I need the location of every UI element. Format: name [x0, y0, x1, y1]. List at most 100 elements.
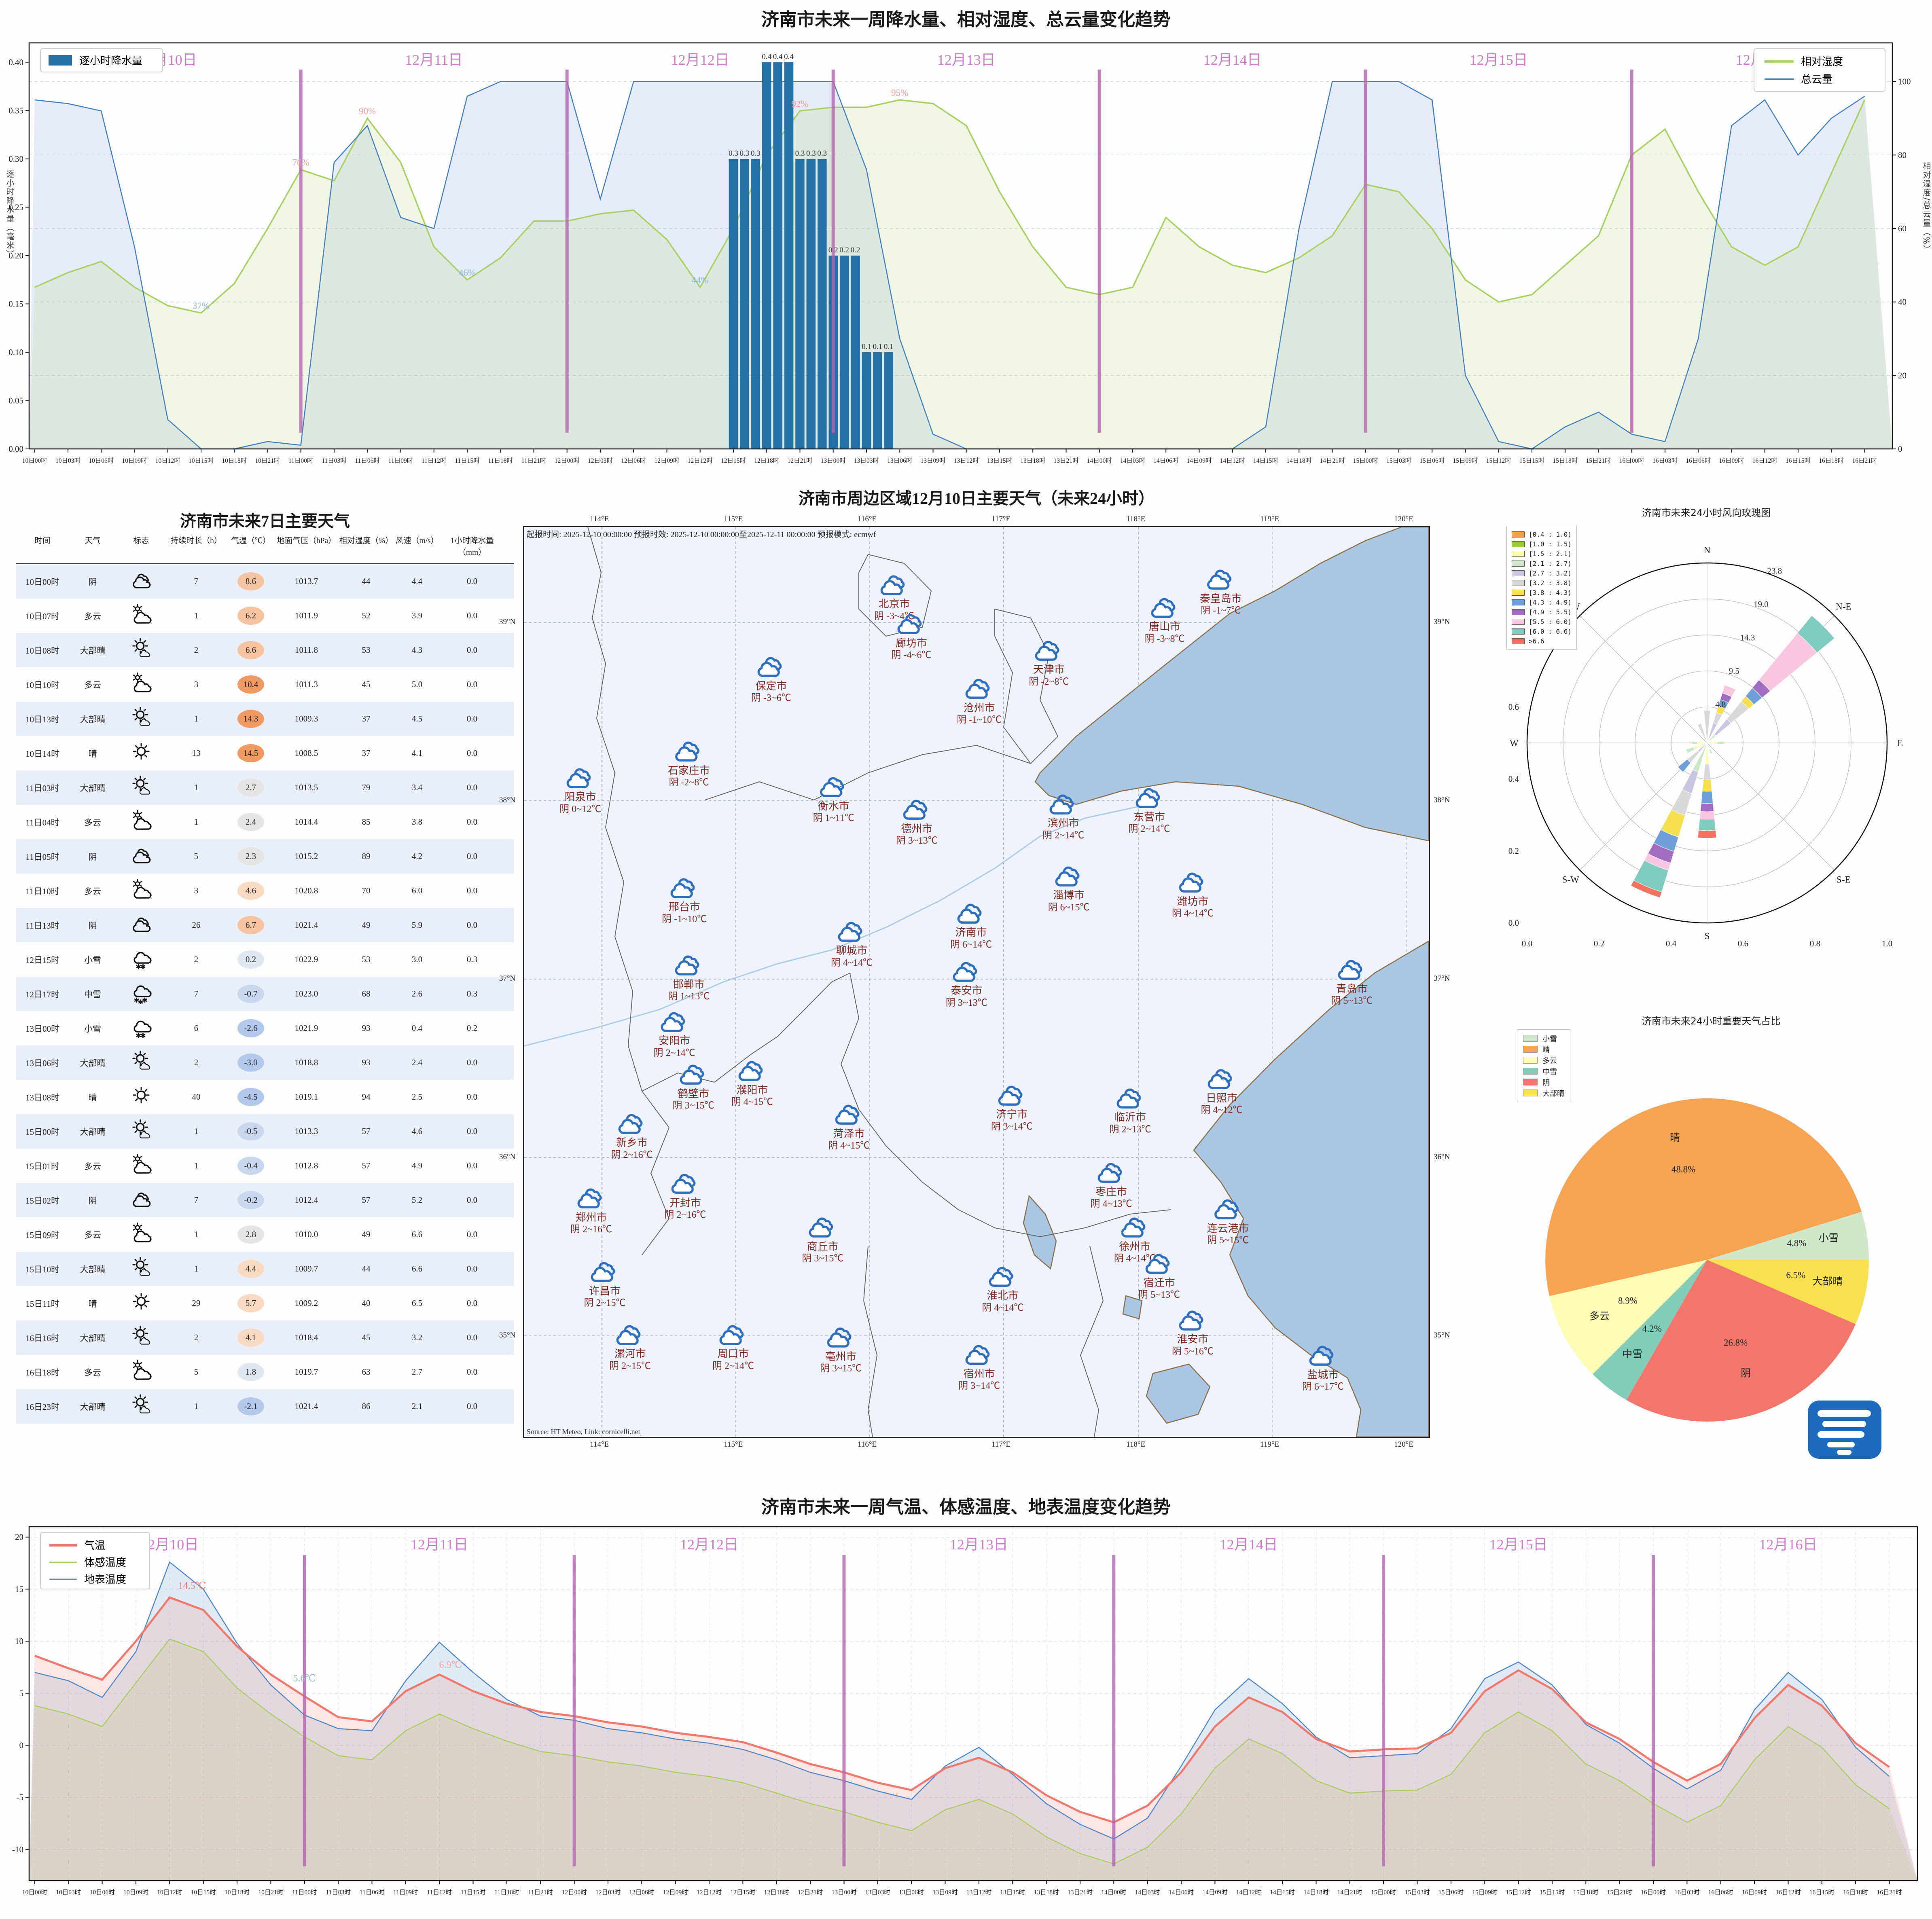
- table-row: 15日00时 大部晴 1 -0.5 1013.3 57 4.6 0.0: [16, 1114, 514, 1149]
- svg-text:14日15时: 14日15时: [1270, 1889, 1295, 1896]
- weather-icon-cloudy: [133, 1192, 151, 1207]
- windrose-legend-item: [2.1 : 2.7): [1512, 559, 1572, 568]
- cell-wind: 2.7: [411, 1367, 423, 1377]
- table-row: 10日10时 多云 3 10.4 1011.3 45 5.0 0.0: [16, 667, 514, 702]
- cell-time: 13日00时: [25, 1024, 59, 1034]
- map-lat-tick: 38°N: [499, 796, 516, 805]
- cell-precip: 0.0: [466, 1401, 478, 1411]
- svg-text:W: W: [1510, 738, 1519, 748]
- cell-icon: [117, 707, 166, 731]
- city-name: 济南市: [955, 927, 987, 939]
- cloud-icon: [1309, 1346, 1334, 1366]
- cell-temp: 2.4: [227, 813, 275, 831]
- table-header-cell: 标志: [133, 537, 149, 545]
- cell-duration: 5: [194, 851, 199, 861]
- map-run-info: 起报时间: 2025-12-10 00:00:00 预报时效: 2025-12-…: [527, 530, 876, 539]
- city-forecast: 阴 -4~6℃: [891, 650, 932, 661]
- top-chart-ylabel-right: 相对湿度/总云量（%）: [1921, 162, 1931, 254]
- weather-icon-mostly: [132, 775, 150, 795]
- svg-text:11日03时: 11日03时: [322, 457, 346, 464]
- svg-text:11日00时: 11日00时: [292, 1889, 317, 1896]
- bottom-chart-title: 济南市未来一周气温、体感温度、地表温度变化趋势: [761, 1497, 1171, 1517]
- cell-weather: 多云: [84, 611, 101, 621]
- cell-wind: 6.0: [411, 886, 423, 895]
- weather-forecast-table: 时间 天气 标志 持续时长（h） 气温（℃） 地面气压（hPa） 相对湿度（%） 风速（m/s…: [16, 534, 514, 1424]
- city-name: 邯郸市: [673, 978, 705, 990]
- map-city-marker: 新乡市阴 2~16℃: [611, 1110, 653, 1162]
- windrose-legend-item: [6.0 : 6.6): [1512, 626, 1572, 636]
- cell-wind: 2.4: [411, 1058, 423, 1067]
- windrose-petal-segment: [1722, 685, 1736, 697]
- weather-icon-mostly: [132, 1325, 150, 1345]
- svg-text:12月12日: 12月12日: [671, 52, 729, 68]
- legend-swatch: [1512, 618, 1525, 625]
- windrose-petal-segment: [1698, 819, 1716, 831]
- city-name: 开封市: [669, 1197, 701, 1209]
- cloud-icon: [1049, 794, 1074, 815]
- table-header-cell: 气温（℃）: [231, 537, 271, 545]
- city-name: 阳泉市: [564, 791, 596, 803]
- cell-precip: 0.0: [466, 1092, 478, 1102]
- city-name: 保定市: [755, 680, 787, 692]
- svg-text:11日03时: 11日03时: [326, 1889, 350, 1896]
- cloud-icon: [670, 878, 695, 898]
- precip-bar: [806, 159, 816, 449]
- svg-text:10日03时: 10日03时: [55, 457, 80, 464]
- top-chart-ylabel-left: 逐小时降水量（毫米）: [5, 170, 15, 259]
- map-city-marker: 安阳市阴 2~14℃: [654, 1008, 695, 1060]
- cell-humidity: 85: [362, 817, 371, 827]
- city-forecast: 阴 4~14℃: [1171, 908, 1214, 919]
- cloud-icon: [957, 903, 982, 924]
- svg-text:14.5℃: 14.5℃: [178, 1580, 206, 1591]
- map-city-marker: 滨州市阴 2~14℃: [1042, 791, 1084, 842]
- cell-time: 10日07时: [25, 611, 59, 621]
- svg-text:逐小时降水量: 逐小时降水量: [79, 55, 142, 67]
- cell-duration: 29: [192, 1298, 201, 1308]
- cell-pressure: 1019.1: [294, 1092, 318, 1102]
- svg-text:13日09时: 13日09时: [932, 1889, 958, 1896]
- svg-text:0.3: 0.3: [751, 149, 761, 158]
- svg-text:14日03时: 14日03时: [1135, 1889, 1160, 1896]
- windrose-petal-segment: [1716, 741, 1724, 745]
- pie-legend: 小雪晴多云 中雪阴大部晴: [1517, 1029, 1570, 1102]
- svg-text:0.40: 0.40: [8, 57, 23, 67]
- city-forecast: 阴 2~14℃: [1042, 830, 1085, 841]
- cell-icon: [117, 1222, 166, 1247]
- cell-temp: 6.6: [227, 641, 275, 659]
- cloud-icon: [661, 1012, 685, 1032]
- cell-duration: 6: [194, 1023, 199, 1033]
- svg-text:92%: 92%: [791, 99, 808, 109]
- city-name: 徐州市: [1119, 1240, 1151, 1253]
- table-row: 10日14时 晴 13 14.5 1008.5 37 4.1 0.0: [16, 736, 514, 770]
- map-lat-tick: 38°N: [1434, 796, 1450, 805]
- windrose-petal-segment: [1707, 745, 1711, 750]
- map-city-marker: 鹤壁市阴 3~15℃: [673, 1061, 714, 1112]
- svg-text:37%: 37%: [193, 301, 210, 311]
- svg-text:15日15时: 15日15时: [1540, 1889, 1565, 1896]
- svg-text:0.1: 0.1: [862, 343, 871, 351]
- svg-text:26.8%: 26.8%: [1724, 1338, 1748, 1348]
- svg-text:10日09时: 10日09时: [123, 1889, 148, 1896]
- city-name: 郑州市: [575, 1211, 607, 1223]
- svg-text:100: 100: [1898, 77, 1911, 87]
- svg-text:5.6℃: 5.6℃: [293, 1673, 316, 1684]
- cell-temp: 14.5: [227, 744, 275, 762]
- weather-icon-lsnow: [133, 1020, 152, 1038]
- cell-time: 11日03时: [25, 783, 59, 793]
- city-forecast: 阴 2~16℃: [611, 1149, 653, 1160]
- map-lon-tick: 120°E: [1394, 515, 1413, 523]
- cell-icon: [117, 1394, 166, 1419]
- city-forecast: 阴 2~14℃: [712, 1360, 754, 1371]
- cloud-icon: [591, 1262, 615, 1282]
- pie-legend-item: 大部晴: [1523, 1088, 1564, 1098]
- windrose-legend-item: [1.5 : 2.1): [1512, 549, 1572, 559]
- svg-text:16日00时: 16日00时: [1619, 457, 1644, 464]
- svg-text:10日03时: 10日03时: [56, 1889, 81, 1896]
- weather-icon-mostly: [132, 638, 150, 657]
- weather-icon-partly: [133, 878, 152, 899]
- cloud-icon: [1179, 1310, 1203, 1331]
- table-row: 10日13时 大部晴 1 14.3 1009.3 37 4.5 0.0: [16, 702, 514, 736]
- svg-text:16日00时: 16日00时: [1641, 1889, 1666, 1896]
- table-header-row: 时间 天气 标志 持续时长（h） 气温（℃） 地面气压（hPa） 相对湿度（%） 风速（m/s…: [16, 534, 514, 564]
- svg-text:80: 80: [1898, 150, 1907, 160]
